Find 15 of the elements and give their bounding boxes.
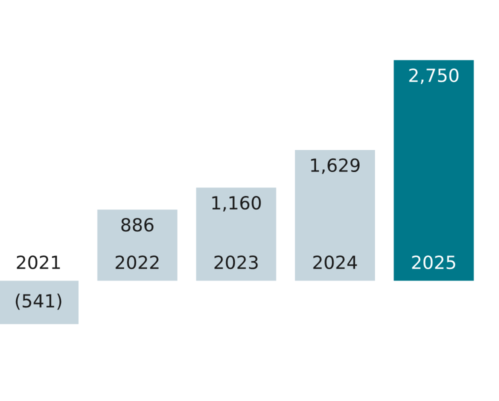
bar bbox=[97, 210, 178, 281]
data-label: (541) bbox=[16, 294, 62, 310]
x-tick-label: 2024 bbox=[313, 256, 357, 270]
data-label: 2,750 bbox=[409, 68, 458, 84]
data-label: 886 bbox=[121, 218, 154, 232]
x-tick-label: 2021 bbox=[16, 256, 60, 270]
data-label: 1,629 bbox=[311, 158, 360, 174]
bar bbox=[196, 188, 276, 281]
x-tick-label: 2025 bbox=[412, 256, 456, 270]
bar bbox=[394, 60, 474, 281]
x-tick-label: 2022 bbox=[116, 256, 159, 270]
data-label: 1,160 bbox=[212, 196, 261, 212]
bar bbox=[0, 280, 79, 324]
x-tick-label: 2023 bbox=[214, 256, 258, 270]
bar bbox=[294, 150, 375, 281]
